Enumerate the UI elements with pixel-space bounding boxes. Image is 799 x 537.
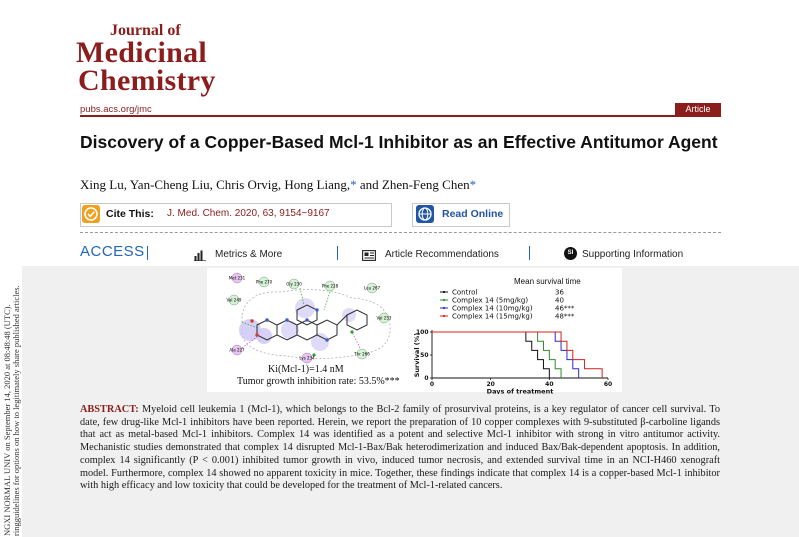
legend-value: 46*** xyxy=(555,305,575,313)
si-icon: SI xyxy=(564,247,577,260)
tab-metrics[interactable]: Metrics & More xyxy=(215,249,283,260)
tab-article-recommendations[interactable]: Article Recommendations xyxy=(385,249,499,260)
molecule-diagram: Met 231 Val 249 Phe 270 Gly 230 Phe 228 … xyxy=(227,272,392,364)
legend-marker xyxy=(442,314,446,318)
paper-title: Discovery of a Copper-Based Mcl-1 Inhibi… xyxy=(80,132,718,152)
article-icon xyxy=(362,248,376,266)
chart-axes: 0 50 100 0 20 40 60 Days of treatment Survival (… xyxy=(413,329,612,394)
abstract-text: Myeloid cell leukemia 1 (Mcl-1), which b… xyxy=(80,404,721,492)
residue-label: Val 253 xyxy=(377,316,392,321)
x-tick-label: 20 xyxy=(486,381,494,388)
tab-separator xyxy=(529,246,530,260)
y-tick-label: 100 xyxy=(416,329,429,336)
tumor-inhibition-rate: Tumor growth inhibition rate: 53.5%*** xyxy=(237,376,400,387)
residue-label: Leu 267 xyxy=(364,286,381,291)
legend-marker xyxy=(442,298,446,302)
residue-label: Thr 266 xyxy=(353,352,370,357)
legend-entry: Complex 14 (10mg/kg) xyxy=(452,305,533,313)
checkmark-icon xyxy=(82,205,100,223)
y-axis-label: Survival (%) xyxy=(413,333,421,378)
x-tick-label: 0 xyxy=(430,381,434,388)
legend-entry: Control xyxy=(452,289,477,297)
residue-label: Met 231 xyxy=(229,276,246,281)
cite-this-label: Cite This: xyxy=(106,208,154,220)
x-axis-label: Days of treatment xyxy=(487,388,554,395)
author-list: Xing Lu, Yan-Cheng Liu, Chris Orvig, Hon… xyxy=(80,177,476,193)
series-line xyxy=(432,331,562,378)
corresponding-author-mark[interactable]: * xyxy=(469,177,477,192)
read-online-label: Read Online xyxy=(442,208,504,220)
y-tick-label: 50 xyxy=(420,352,428,359)
tab-separator xyxy=(337,246,338,260)
legend-title: Mean survival time xyxy=(514,277,581,286)
abstract-heading: ABSTRACT: xyxy=(80,404,139,415)
journal-name-line2: Chemistry xyxy=(78,64,216,97)
residue-label: Phe 270 xyxy=(256,280,273,285)
globe-icon xyxy=(416,205,434,223)
journal-name-small: Journal of xyxy=(110,22,181,39)
series-line xyxy=(432,331,603,378)
tab-supporting-information[interactable]: Supporting Information xyxy=(582,249,684,260)
chart-series xyxy=(432,331,603,378)
citation-text[interactable]: J. Med. Chem. 2020, 63, 9154−9167 xyxy=(167,208,330,219)
series-line xyxy=(432,331,580,378)
series-line xyxy=(432,331,550,378)
legend-value: 36 xyxy=(555,289,564,297)
download-notice-line2: ringguidelines for options on how to leg… xyxy=(11,285,21,536)
legend-value: 40 xyxy=(555,297,564,305)
access-label: ACCESS xyxy=(80,243,145,260)
cite-this-button[interactable] xyxy=(80,203,392,227)
abstract: ABSTRACT: Myeloid cell leukemia 1 (Mcl-1… xyxy=(80,404,720,493)
download-notice: NGXI NORMAL UNIV on September 14, 2020 a… xyxy=(2,285,21,536)
residue-label: Val 249 xyxy=(227,298,242,303)
legend-entry: Complex 14 (15mg/kg) xyxy=(452,313,533,321)
residue-label: Gly 230 xyxy=(286,282,302,287)
authors-part2: and Zhen-Feng Chen xyxy=(356,177,470,192)
access-divider xyxy=(147,246,148,260)
corresponding-author-mark[interactable]: * xyxy=(350,177,357,192)
journal-url-link[interactable]: pubs.acs.org/jmc xyxy=(80,104,152,115)
legend-entry: Complex 14 (5mg/kg) xyxy=(452,297,528,305)
survival-chart: Control 36 Complex 14 (5mg/kg) 40 Complex 14… xyxy=(413,289,612,395)
legend-marker xyxy=(442,290,446,294)
legend-marker xyxy=(442,306,446,310)
toc-graphic xyxy=(207,268,622,392)
article-type-badge: Article xyxy=(675,103,721,115)
ki-value: Ki(Mcl-1)=1.4 nM xyxy=(268,364,344,375)
residue-label: Lys 234 xyxy=(299,356,315,361)
header-rule xyxy=(80,115,721,117)
residue-label: Phe 228 xyxy=(322,284,339,289)
authors-part1: Xing Lu, Yan-Cheng Liu, Chris Orvig, Hon… xyxy=(80,177,351,192)
journal-name-line1: Medicinal xyxy=(76,36,208,69)
x-tick-label: 60 xyxy=(604,381,612,388)
bar-chart-icon xyxy=(194,248,206,266)
y-tick-label: 0 xyxy=(424,375,428,382)
residue-label: Ala 227 xyxy=(229,348,245,353)
x-tick-label: 40 xyxy=(545,381,553,388)
divider xyxy=(80,232,721,233)
chart-legend: Control 36 Complex 14 (5mg/kg) 40 Complex 14… xyxy=(440,289,575,321)
legend-value: 48*** xyxy=(555,313,575,321)
